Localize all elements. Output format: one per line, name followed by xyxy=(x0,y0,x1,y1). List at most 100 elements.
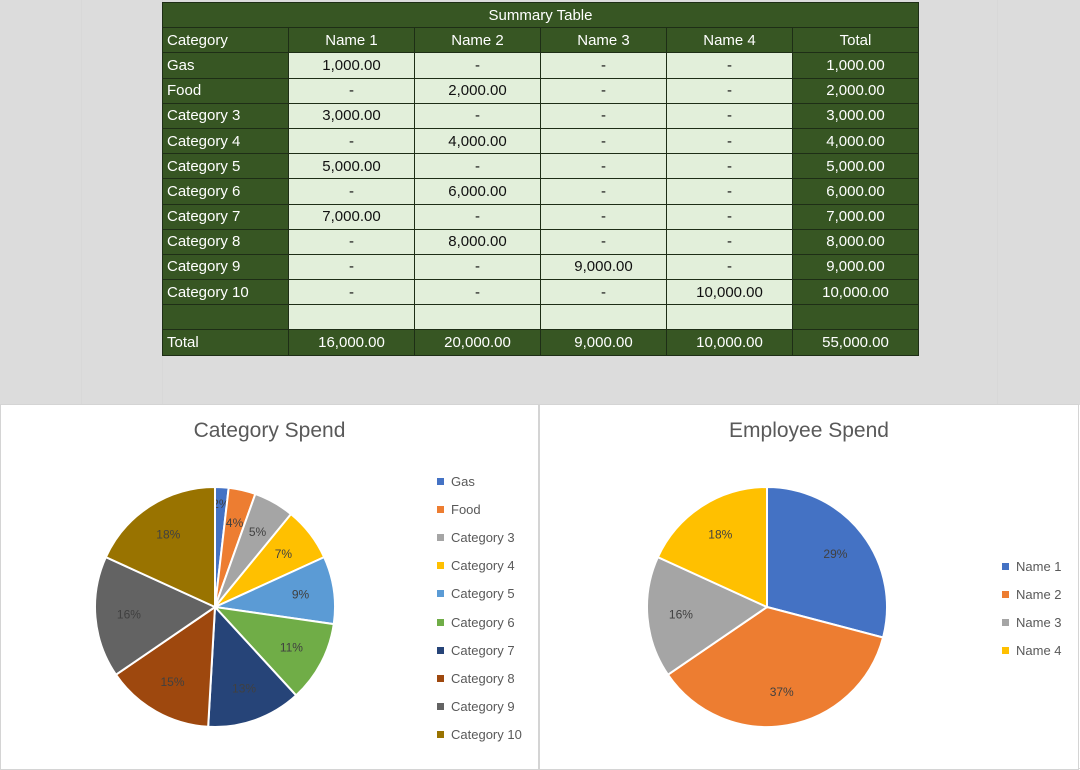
legend-item[interactable]: Food xyxy=(437,495,522,523)
legend-item[interactable]: Category 10 xyxy=(437,721,522,749)
table-cell[interactable] xyxy=(666,304,793,331)
total-label-cell[interactable]: Total xyxy=(162,329,289,356)
table-cell[interactable]: 7,000.00 xyxy=(288,203,415,230)
employee-spend-pie[interactable]: 29% 37% 16% 18% xyxy=(540,405,1078,769)
column-header[interactable]: Name 2 xyxy=(414,27,541,54)
table-cell[interactable]: - xyxy=(540,153,667,180)
row-label-cell[interactable]: Category 8 xyxy=(162,228,289,255)
table-cell[interactable]: - xyxy=(414,52,541,79)
pie-slice[interactable] xyxy=(646,555,770,677)
table-cell[interactable]: 9,000.00 xyxy=(540,253,667,281)
table-cell[interactable]: - xyxy=(666,153,793,180)
row-label-cell[interactable]: Food xyxy=(162,77,289,104)
table-cell[interactable]: - xyxy=(288,253,415,281)
legend-item[interactable]: Category 6 xyxy=(437,608,522,636)
table-cell[interactable]: - xyxy=(414,102,541,129)
legend-item[interactable]: Name 2 xyxy=(1002,580,1062,608)
table-cell[interactable]: - xyxy=(666,203,793,230)
table-cell[interactable]: 9,000.00 xyxy=(792,253,919,281)
table-cell[interactable]: - xyxy=(666,253,793,281)
table-cell[interactable]: 10,000.00 xyxy=(666,279,793,306)
table-cell[interactable]: - xyxy=(540,279,667,306)
table-cell[interactable]: - xyxy=(288,77,415,104)
row-label-cell[interactable]: Category 3 xyxy=(162,102,289,129)
table-cell[interactable]: - xyxy=(414,279,541,306)
table-cell[interactable]: - xyxy=(666,77,793,104)
row-label-cell[interactable]: Category 7 xyxy=(162,203,289,230)
column-header[interactable]: Name 3 xyxy=(540,27,667,54)
table-cell[interactable]: 1,000.00 xyxy=(792,52,919,79)
employee-spend-chart[interactable]: Employee Spend 29% 37% 16% 18% Name 1 Name 2… xyxy=(539,404,1079,770)
table-cell[interactable]: - xyxy=(414,203,541,230)
table-cell[interactable]: - xyxy=(540,203,667,230)
row-label-cell[interactable]: Category 4 xyxy=(162,127,289,155)
table-cell[interactable]: - xyxy=(414,253,541,281)
table-cell[interactable] xyxy=(288,304,415,331)
table-cell[interactable] xyxy=(414,304,541,331)
legend-item[interactable]: Category 5 xyxy=(437,580,522,608)
pie-slice[interactable] xyxy=(666,605,885,728)
table-cell[interactable]: 3,000.00 xyxy=(792,102,919,129)
table-cell[interactable]: - xyxy=(288,228,415,255)
row-label-cell[interactable] xyxy=(162,304,289,331)
table-cell[interactable]: - xyxy=(540,52,667,79)
pie-slice[interactable] xyxy=(656,485,768,609)
pie-slice[interactable] xyxy=(114,605,217,728)
total-cell[interactable]: 9,000.00 xyxy=(540,329,667,356)
column-header[interactable]: Name 1 xyxy=(288,27,415,54)
table-cell[interactable]: 1,000.00 xyxy=(288,52,415,79)
table-cell[interactable] xyxy=(792,304,919,331)
legend-item[interactable]: Name 3 xyxy=(1002,608,1062,636)
row-label-cell[interactable]: Gas xyxy=(162,52,289,79)
legend-item[interactable]: Category 9 xyxy=(437,693,522,721)
row-label-cell[interactable]: Category 5 xyxy=(162,153,289,180)
total-cell[interactable]: 55,000.00 xyxy=(792,329,919,356)
table-cell[interactable]: 4,000.00 xyxy=(414,127,541,155)
category-spend-chart[interactable]: Category Spend 2% 4% 5% 7% 9% 11% 13% 15% 16% 18%… xyxy=(0,404,539,770)
table-cell[interactable]: 5,000.00 xyxy=(792,153,919,180)
table-cell[interactable]: - xyxy=(540,77,667,104)
table-cell[interactable]: - xyxy=(540,127,667,155)
pie-slice[interactable] xyxy=(766,485,888,639)
table-cell[interactable]: - xyxy=(288,127,415,155)
table-cell[interactable]: 4,000.00 xyxy=(792,127,919,155)
legend-item[interactable]: Category 4 xyxy=(437,552,522,580)
row-label-cell[interactable]: Category 6 xyxy=(162,178,289,205)
table-cell[interactable]: 6,000.00 xyxy=(792,178,919,205)
legend-item[interactable]: Name 1 xyxy=(1002,552,1062,580)
table-cell[interactable]: - xyxy=(414,153,541,180)
legend-item[interactable]: Name 4 xyxy=(1002,637,1062,665)
table-title[interactable]: Summary Table xyxy=(162,1,919,29)
table-cell[interactable]: - xyxy=(666,102,793,129)
table-cell[interactable]: - xyxy=(666,228,793,255)
column-header[interactable]: Total xyxy=(792,27,919,54)
legend-item[interactable]: Category 3 xyxy=(437,523,522,551)
table-cell[interactable]: 5,000.00 xyxy=(288,153,415,180)
table-cell[interactable]: 10,000.00 xyxy=(792,279,919,306)
total-cell[interactable]: 20,000.00 xyxy=(414,329,541,356)
legend-item[interactable]: Category 8 xyxy=(437,664,522,692)
table-cell[interactable]: 3,000.00 xyxy=(288,102,415,129)
table-cell[interactable] xyxy=(540,304,667,331)
table-cell[interactable]: 2,000.00 xyxy=(414,77,541,104)
chart-legend[interactable]: Gas Food Category 3 Category 4 Category 5 Cat… xyxy=(437,467,522,749)
legend-item[interactable]: Category 7 xyxy=(437,636,522,664)
table-cell[interactable]: - xyxy=(540,228,667,255)
row-label-cell[interactable]: Category 9 xyxy=(162,253,289,281)
table-cell[interactable]: - xyxy=(540,102,667,129)
table-cell[interactable]: - xyxy=(540,178,667,205)
pie-slice[interactable] xyxy=(212,605,335,697)
table-cell[interactable]: 6,000.00 xyxy=(414,178,541,205)
pie-slice[interactable] xyxy=(94,555,218,677)
table-cell[interactable]: - xyxy=(288,178,415,205)
row-label-cell[interactable]: Category 10 xyxy=(162,279,289,306)
total-cell[interactable]: 16,000.00 xyxy=(288,329,415,356)
table-cell[interactable]: - xyxy=(666,127,793,155)
column-header[interactable]: Name 4 xyxy=(666,27,793,54)
pie-slice[interactable] xyxy=(104,485,216,609)
table-cell[interactable]: - xyxy=(666,52,793,79)
category-spend-pie[interactable]: 2%4%5%7%9%11%13%15%16%18% xyxy=(1,405,538,769)
column-header[interactable]: Category xyxy=(162,27,289,54)
chart-legend[interactable]: Name 1 Name 2 Name 3 Name 4 xyxy=(1002,552,1062,665)
table-cell[interactable]: 7,000.00 xyxy=(792,203,919,230)
